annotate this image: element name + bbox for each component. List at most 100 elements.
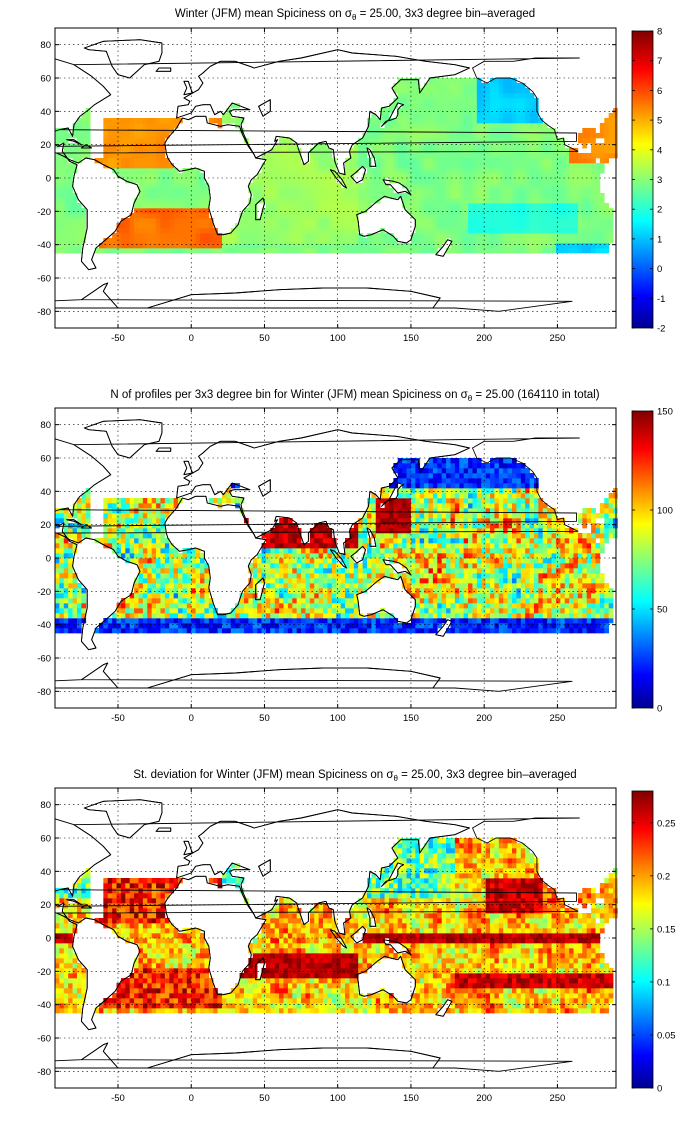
data-cell bbox=[55, 213, 60, 219]
data-cell bbox=[529, 208, 535, 214]
spiciness-map-title: Winter (JFM) mean Spiciness on σθ = 25.0… bbox=[175, 8, 535, 22]
data-cell bbox=[323, 218, 328, 224]
data-cell bbox=[599, 243, 605, 249]
data-cell bbox=[428, 128, 434, 134]
data-cell bbox=[305, 558, 311, 564]
data-cell bbox=[441, 183, 447, 189]
data-cell bbox=[358, 148, 363, 154]
data-cell bbox=[287, 158, 293, 164]
data-cell bbox=[156, 198, 161, 204]
data-cell bbox=[76, 618, 82, 624]
data-cell bbox=[446, 138, 451, 144]
data-cell bbox=[274, 528, 280, 534]
data-cell bbox=[156, 213, 161, 219]
data-cell bbox=[424, 628, 429, 634]
data-cell bbox=[314, 158, 319, 164]
data-cell bbox=[138, 608, 144, 614]
data-cell bbox=[169, 243, 174, 249]
data-cell bbox=[261, 588, 267, 594]
data-cell bbox=[182, 208, 188, 214]
data-cell bbox=[138, 498, 144, 504]
data-cell bbox=[200, 223, 205, 229]
data-cell bbox=[428, 608, 434, 614]
data-cell bbox=[265, 623, 271, 629]
data-cell bbox=[331, 158, 337, 164]
data-cell bbox=[107, 128, 113, 134]
data-cell bbox=[138, 588, 144, 594]
data-cell bbox=[555, 163, 561, 169]
data-cell bbox=[186, 583, 192, 589]
data-cell bbox=[156, 223, 161, 229]
data-cell bbox=[142, 133, 148, 139]
data-cell bbox=[547, 173, 552, 179]
data-cell bbox=[138, 118, 144, 124]
data-cell bbox=[125, 233, 131, 239]
data-cell bbox=[243, 213, 249, 219]
data-cell bbox=[481, 173, 486, 179]
data-cell bbox=[441, 568, 447, 574]
data-cell bbox=[160, 518, 166, 524]
data-cell bbox=[178, 233, 183, 239]
data-cell bbox=[577, 223, 583, 229]
data-cell bbox=[428, 503, 434, 509]
data-cell bbox=[169, 578, 174, 584]
data-cell bbox=[226, 108, 232, 114]
data-cell bbox=[85, 503, 91, 509]
data-cell bbox=[472, 238, 478, 244]
data-cell bbox=[450, 513, 456, 519]
data-cell bbox=[529, 163, 535, 169]
data-cell bbox=[472, 573, 478, 579]
data-cell bbox=[208, 228, 214, 234]
data-cell bbox=[204, 238, 210, 244]
data-cell bbox=[498, 163, 504, 169]
data-cell bbox=[525, 233, 530, 239]
data-cell bbox=[309, 528, 315, 534]
data-cell bbox=[186, 213, 192, 219]
data-cell bbox=[564, 153, 570, 159]
data-cell bbox=[371, 178, 377, 184]
data-cell bbox=[81, 123, 87, 129]
data-cell bbox=[463, 143, 469, 149]
data-cell bbox=[608, 233, 614, 239]
data-cell bbox=[120, 133, 126, 139]
data-cell bbox=[393, 123, 399, 129]
data-cell bbox=[402, 538, 407, 544]
data-cell bbox=[116, 248, 122, 254]
data-cell bbox=[380, 538, 385, 544]
data-cell bbox=[235, 248, 240, 254]
data-cell bbox=[116, 228, 122, 234]
data-cell bbox=[76, 133, 82, 139]
data-cell bbox=[345, 623, 350, 629]
data-cell bbox=[459, 228, 465, 234]
data-cell bbox=[520, 188, 526, 194]
data-cell bbox=[156, 513, 161, 519]
data-cell bbox=[147, 568, 153, 574]
data-cell bbox=[292, 213, 298, 219]
data-cell bbox=[415, 148, 421, 154]
data-cell bbox=[340, 233, 346, 239]
data-cell bbox=[538, 248, 544, 254]
data-cell bbox=[481, 188, 486, 194]
data-cell bbox=[68, 183, 73, 189]
data-cell bbox=[380, 163, 385, 169]
data-cell bbox=[129, 628, 135, 634]
data-cell bbox=[516, 163, 522, 169]
data-cell bbox=[318, 543, 324, 549]
data-cell bbox=[327, 188, 333, 194]
data-cell bbox=[59, 188, 65, 194]
data-cell bbox=[371, 133, 377, 139]
data-cell bbox=[305, 218, 311, 224]
data-cell bbox=[437, 573, 443, 579]
data-cell bbox=[498, 243, 504, 249]
data-cell bbox=[353, 168, 359, 174]
data-cell bbox=[63, 513, 69, 519]
data-cell bbox=[410, 498, 416, 504]
data-cell bbox=[314, 603, 319, 609]
data-cell bbox=[178, 628, 183, 634]
data-cell bbox=[195, 198, 201, 204]
data-cell bbox=[68, 203, 73, 209]
data-cell bbox=[446, 233, 451, 239]
data-cell bbox=[406, 163, 412, 169]
data-cell bbox=[468, 83, 473, 89]
data-cell bbox=[345, 603, 350, 609]
